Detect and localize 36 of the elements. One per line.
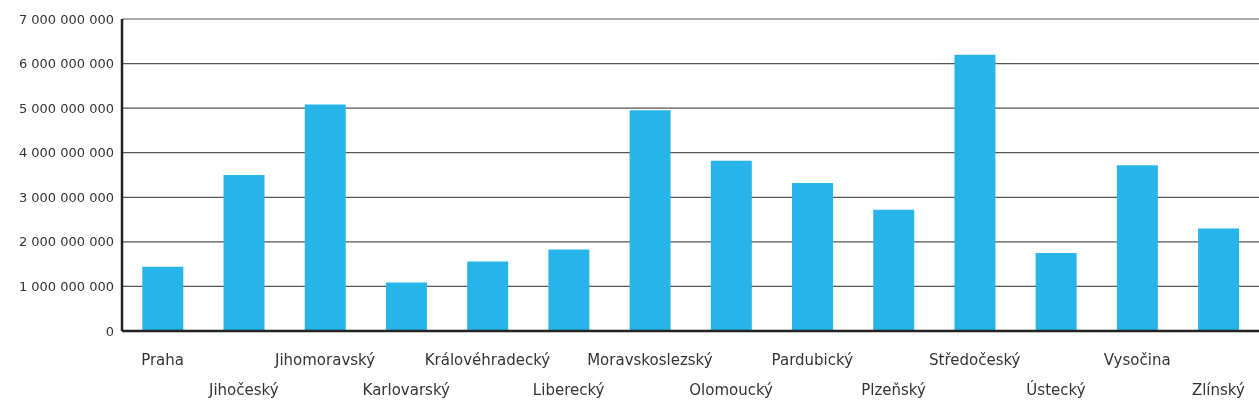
bar <box>548 249 590 331</box>
bar <box>1035 253 1077 331</box>
x-tick-label: Praha <box>141 351 185 369</box>
y-tick-label: 7 000 000 000 <box>18 11 114 27</box>
y-tick-label: 1 000 000 000 <box>18 279 114 295</box>
x-tick-label: Zlínský <box>1191 381 1245 399</box>
bar <box>954 54 996 331</box>
bar <box>385 282 427 331</box>
x-tick-label: Jihomoravský <box>273 351 376 369</box>
bar <box>304 104 346 331</box>
x-tick-label: Vysočina <box>1103 351 1171 369</box>
x-tick-label: Ústecký <box>1026 380 1086 399</box>
bar <box>142 266 184 331</box>
bar <box>1198 228 1240 331</box>
bar <box>792 183 834 331</box>
bar <box>710 160 752 331</box>
y-tick-label: 3 000 000 000 <box>18 189 114 205</box>
y-tick-label: 0 <box>105 323 114 339</box>
x-tick-label: Plzeňský <box>861 381 926 399</box>
x-tick-label: Jihočeský <box>208 381 279 399</box>
bar <box>467 261 509 331</box>
x-tick-label: Olomoucký <box>689 381 774 399</box>
y-tick-label: 6 000 000 000 <box>18 56 114 72</box>
bar <box>873 209 915 331</box>
x-tick-label: Pardubický <box>771 351 854 369</box>
x-tick-label: Královéhradecký <box>424 351 551 369</box>
bar <box>223 175 265 331</box>
x-tick-label: Středočeský <box>929 351 1021 369</box>
y-tick-label: 5 000 000 000 <box>18 100 114 116</box>
bar <box>1116 165 1158 331</box>
x-tick-label: Karlovarský <box>362 381 451 399</box>
y-tick-label: 4 000 000 000 <box>18 145 114 161</box>
x-tick-label: Liberecký <box>532 381 605 399</box>
bar <box>629 110 671 331</box>
x-tick-label: Moravskoslezský <box>587 351 713 369</box>
y-tick-label: 2 000 000 000 <box>18 234 114 250</box>
